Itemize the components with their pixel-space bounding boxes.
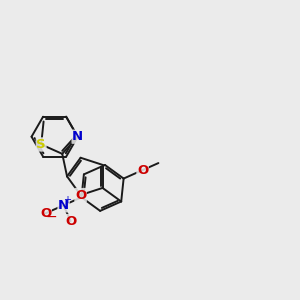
Text: −: − — [46, 210, 57, 224]
Text: N: N — [58, 199, 69, 212]
Text: O: O — [65, 214, 76, 228]
Text: N: N — [72, 130, 83, 143]
Text: O: O — [137, 164, 148, 177]
Text: S: S — [36, 138, 46, 151]
Text: +: + — [63, 195, 71, 205]
Text: O: O — [75, 189, 86, 202]
Text: O: O — [40, 207, 51, 220]
